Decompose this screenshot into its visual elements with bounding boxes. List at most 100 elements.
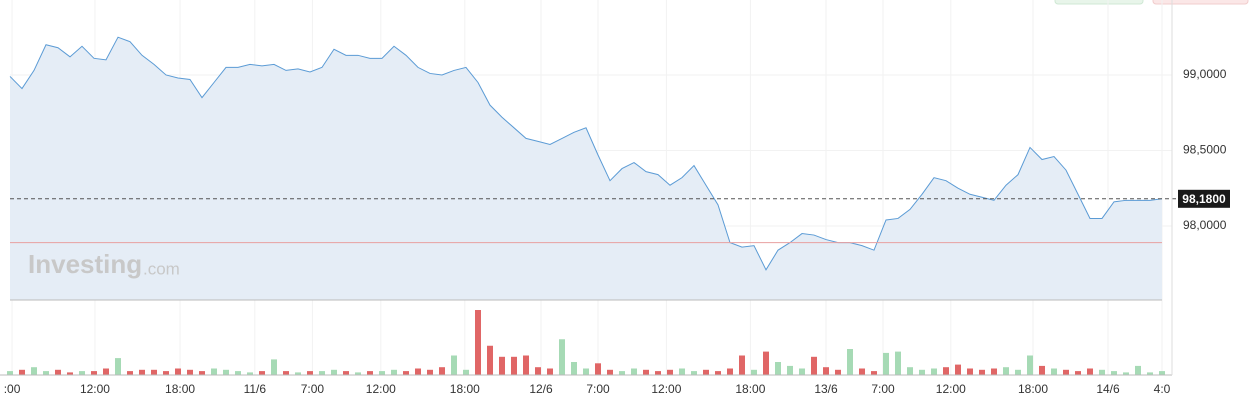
volume-bar — [535, 367, 541, 375]
x-tick-label: 18:00 — [735, 382, 765, 396]
volume-bar — [1111, 371, 1117, 375]
x-tick-label: 4:0 — [1154, 382, 1171, 396]
x-tick-label: 18:00 — [1018, 382, 1048, 396]
volume-bar — [739, 355, 745, 375]
volume-bar — [511, 356, 517, 375]
volume-bar — [919, 369, 925, 375]
area — [10, 37, 1162, 300]
volume-bar — [775, 362, 781, 375]
volume-bar — [343, 371, 349, 375]
volume-bar — [931, 368, 937, 375]
volume-bar — [7, 371, 13, 375]
volume-bar — [115, 358, 121, 375]
volume-bar — [811, 356, 817, 375]
volume-bar — [55, 369, 61, 375]
x-tick-label: 7:00 — [586, 382, 610, 396]
volume-bar — [763, 351, 769, 375]
volume-bar — [799, 368, 805, 375]
volume-bar — [835, 369, 841, 375]
volume-bar — [703, 369, 709, 375]
volume-bar — [1087, 368, 1093, 375]
x-tick-label: 11/6 — [244, 382, 267, 396]
volume-bar — [43, 371, 49, 375]
button[interactable] — [1152, 0, 1249, 5]
volume-bar — [331, 369, 337, 375]
volume-bar — [91, 371, 97, 375]
plot: :00 12:00 18:00 11/6 7:00 12:00 18:00 12/6 7:00 1… — [0, 0, 1230, 396]
volume-bar — [883, 352, 889, 375]
volume-bar — [859, 368, 865, 375]
y-tick-label: 99,0000 — [1183, 67, 1227, 81]
volume-bar — [907, 367, 913, 375]
volume-bar — [619, 371, 625, 375]
volume-bar — [439, 367, 445, 375]
volume-bar — [259, 371, 265, 375]
x-tick-label: 14/6 — [1096, 382, 1120, 396]
volume-bar — [319, 371, 325, 375]
volume-bar — [487, 345, 493, 375]
x-tick-label: 12:00 — [651, 382, 681, 396]
volume-bar — [1039, 365, 1045, 375]
volume-bar — [847, 349, 853, 375]
volume-bar — [787, 365, 793, 375]
volume-bar — [1063, 369, 1069, 375]
x-tick-label: 7:00 — [301, 382, 325, 396]
volume-bar — [1135, 365, 1141, 375]
volume-bar — [163, 371, 169, 375]
volume-bar — [643, 369, 649, 375]
last-price-box — [1178, 189, 1230, 208]
volume-bar — [991, 368, 997, 375]
volume-bar — [1051, 368, 1057, 375]
last-price-label: 98,1800 — [1182, 192, 1226, 206]
volume-bar — [1099, 369, 1105, 375]
volume-bar — [979, 369, 985, 375]
volume-bar — [1123, 372, 1129, 375]
volume-bar — [379, 371, 385, 375]
y-tick-label: 98,0000 — [1183, 218, 1227, 232]
volume-bar — [1147, 372, 1153, 375]
volume-bar — [571, 362, 577, 375]
x-tick-label: 18:00 — [450, 382, 480, 396]
volume-bar — [427, 369, 433, 375]
volume-bar — [475, 310, 481, 375]
volume-bar — [271, 359, 277, 375]
volume-bar — [607, 369, 613, 375]
volume-bar — [463, 369, 469, 375]
volume-bar — [247, 372, 253, 375]
volume-bar — [451, 355, 457, 375]
volume-bar — [499, 356, 505, 375]
volume-bar — [127, 371, 133, 375]
volume-bar — [199, 371, 205, 375]
x-tick-label: 18:00 — [165, 382, 195, 396]
volume-bar — [955, 364, 961, 375]
volume-bar — [595, 363, 601, 375]
volume-bar — [667, 369, 673, 375]
volume-bar — [823, 367, 829, 375]
button[interactable] — [1054, 0, 1144, 5]
volume-bar — [415, 368, 421, 375]
x-tick-label: 12:00 — [936, 382, 966, 396]
volume-bar — [139, 369, 145, 375]
volume-bar — [103, 368, 109, 375]
watermark: Investing — [28, 249, 142, 279]
volume-bar — [967, 368, 973, 375]
volume-bar — [1003, 367, 1009, 375]
x-tick-label: 13/6 — [814, 382, 838, 396]
volume-bar — [631, 368, 637, 375]
volume-bar — [1015, 369, 1021, 375]
volume-bar — [1159, 371, 1165, 375]
volume-bar — [547, 368, 553, 375]
volume-bar — [391, 369, 397, 375]
x-tick-label: 12:00 — [366, 382, 396, 396]
price-line — [9, 36, 1163, 271]
volume-bar — [307, 371, 313, 375]
volume-bar — [655, 371, 661, 375]
x-tick-label: 7:00 — [871, 382, 895, 396]
volume-bar — [79, 371, 85, 375]
volume-bar — [715, 371, 721, 375]
volume-bar — [295, 372, 301, 375]
volume-bar — [211, 368, 217, 375]
volume-bar — [943, 367, 949, 375]
volume-bar — [235, 371, 241, 375]
